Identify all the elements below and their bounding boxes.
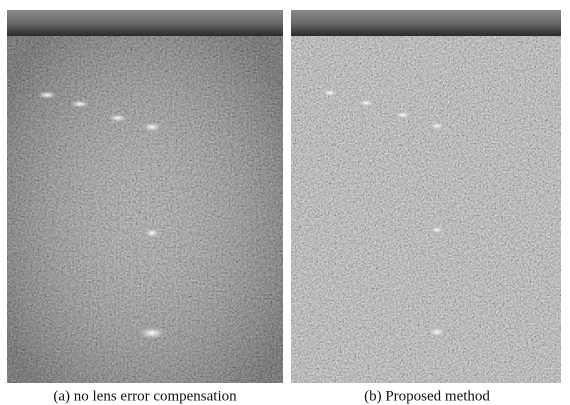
panel-a-image	[7, 10, 283, 383]
caption: (a) no lens error compensation	[53, 388, 237, 404]
panel-b-image	[291, 10, 561, 383]
page: (a) no lens error compensation (b) Propo…	[0, 0, 570, 405]
caption: (b) Proposed method	[364, 388, 490, 404]
figure: (a) no lens error compensation (b) Propo…	[0, 0, 570, 405]
